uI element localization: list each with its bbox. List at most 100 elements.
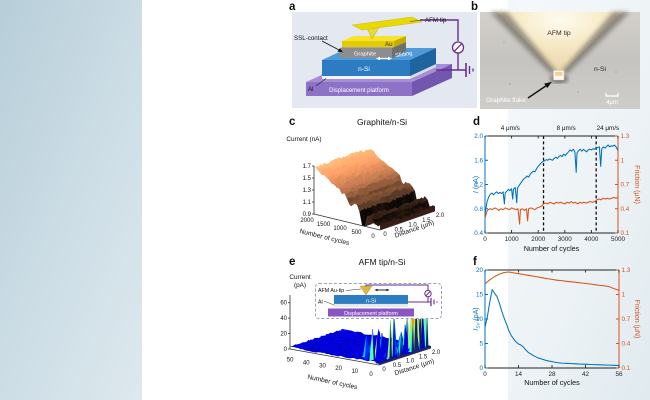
svg-text:40: 40 bbox=[303, 360, 310, 366]
svg-text:0.4: 0.4 bbox=[622, 341, 631, 348]
svg-text:1: 1 bbox=[621, 157, 625, 164]
svg-text:1.3: 1.3 bbox=[622, 267, 631, 274]
sliding-label: Sliding bbox=[395, 51, 413, 59]
svg-text:0: 0 bbox=[383, 232, 387, 238]
panel-c-title: Graphite/n-Si bbox=[356, 117, 408, 127]
graphite-flake-label: Graphite flake bbox=[486, 97, 526, 104]
n-si-label: n-Si bbox=[358, 66, 370, 73]
inset-drawing: AFM Au-tip Al n-Si Displacement platform bbox=[318, 284, 438, 317]
afm-tip-pointer bbox=[409, 19, 424, 22]
svg-text:4 μm/s: 4 μm/s bbox=[501, 125, 520, 132]
tip-edge-left bbox=[490, 12, 557, 74]
svg-text:14: 14 bbox=[515, 371, 523, 378]
svg-text:0: 0 bbox=[371, 234, 375, 240]
svg-text:0: 0 bbox=[284, 347, 288, 353]
figure-sheet: a b c d e f bbox=[142, 0, 640, 400]
panel-e-inset-schematic: AFM Au-tip Al n-Si Displacement platform bbox=[315, 283, 442, 319]
svg-text:42: 42 bbox=[582, 371, 590, 378]
svg-text:0.7: 0.7 bbox=[621, 182, 630, 189]
svg-text:30: 30 bbox=[319, 363, 326, 369]
inset-sliding-arrow bbox=[374, 288, 390, 292]
svg-text:0.5: 0.5 bbox=[393, 363, 402, 369]
inset-al-label: Al bbox=[318, 300, 323, 306]
panel-c-zaxis-label: Current (nA) bbox=[286, 136, 322, 143]
svg-text:ISV (pA): ISV (pA) bbox=[473, 307, 481, 330]
svg-text:0.9: 0.9 bbox=[303, 212, 312, 218]
svg-text:20: 20 bbox=[280, 332, 287, 338]
svg-text:1.0: 1.0 bbox=[408, 223, 417, 229]
tip-edge-right bbox=[561, 12, 630, 74]
panel-e-title: AFM tip/n-Si bbox=[358, 257, 406, 267]
svg-text:0: 0 bbox=[479, 365, 483, 372]
svg-text:1.0: 1.0 bbox=[406, 359, 415, 365]
svg-text:Friction (μN): Friction (μN) bbox=[633, 165, 640, 204]
al-pointer bbox=[315, 78, 327, 87]
n-si-label: n-Si bbox=[594, 66, 607, 73]
svg-text:I (nA): I (nA) bbox=[473, 176, 480, 193]
svg-text:1.3: 1.3 bbox=[303, 188, 312, 194]
svg-text:1.1: 1.1 bbox=[303, 200, 312, 206]
svg-text:1500: 1500 bbox=[317, 222, 331, 228]
svg-text:500: 500 bbox=[351, 230, 362, 236]
svg-text:2000: 2000 bbox=[300, 218, 314, 224]
svg-text:1.5: 1.5 bbox=[422, 218, 431, 224]
svg-text:Number of cycles: Number of cycles bbox=[307, 374, 359, 392]
svg-text:2000: 2000 bbox=[531, 236, 546, 243]
svg-text:8 μm/s: 8 μm/s bbox=[557, 125, 576, 132]
svg-text:0.8: 0.8 bbox=[474, 206, 483, 213]
svg-text:3000: 3000 bbox=[558, 236, 573, 243]
panel-b-micrograph: AFM tip n-Si Graphite flake 4μm bbox=[480, 12, 640, 109]
inset-tip-pointer bbox=[345, 288, 362, 291]
panel-letter-f: f bbox=[473, 256, 477, 268]
svg-text:Number of cycles: Number of cycles bbox=[524, 244, 580, 253]
sliding-arrow bbox=[376, 56, 392, 61]
tip-reflection-glow bbox=[498, 12, 622, 76]
svg-text:5000: 5000 bbox=[611, 236, 626, 243]
svg-text:1.2: 1.2 bbox=[474, 182, 483, 189]
svg-text:40: 40 bbox=[280, 316, 287, 322]
al-label: Al bbox=[308, 86, 314, 93]
scale-bar-label: 4μm bbox=[606, 100, 618, 106]
svg-text:0: 0 bbox=[483, 371, 487, 378]
svg-text:0.5: 0.5 bbox=[395, 227, 404, 233]
svg-text:24 μm/s: 24 μm/s bbox=[597, 125, 620, 132]
inset-au-tip bbox=[359, 285, 373, 296]
svg-text:0.4: 0.4 bbox=[474, 230, 483, 237]
inset-n-si-label: n-Si bbox=[366, 298, 376, 304]
svg-text:1.5: 1.5 bbox=[303, 176, 312, 182]
panel-e-surface-plot: 60 40 20 0 50 40 30 20 10 0 0 0.5 1.0 1.5 2.0 Number of… bbox=[280, 295, 441, 392]
svg-text:2.0: 2.0 bbox=[436, 213, 445, 219]
svg-text:1000: 1000 bbox=[505, 236, 520, 243]
afm-tip-label: AFM tip bbox=[425, 17, 447, 24]
svg-text:0.7: 0.7 bbox=[622, 316, 631, 323]
panel-letter-c: c bbox=[289, 116, 296, 128]
svg-text:5: 5 bbox=[479, 341, 483, 348]
svg-text:10: 10 bbox=[476, 316, 484, 323]
circuit-wire bbox=[420, 19, 466, 71]
panel-letter-e: e bbox=[289, 256, 296, 268]
panel-f-line-chart: 20 15 10 5 0 1.3 1 0.7 0.4 0.1 0 14 28 42 56 Number of … bbox=[473, 267, 640, 387]
panel-letter-b: b bbox=[471, 1, 479, 13]
inset-meter-needle bbox=[425, 291, 431, 297]
inset-n-si-bar bbox=[334, 295, 408, 304]
inset-al-pointer bbox=[323, 300, 335, 306]
svg-text:2.0: 2.0 bbox=[432, 350, 441, 356]
svg-text:56: 56 bbox=[615, 371, 623, 378]
au-label: Au bbox=[385, 41, 393, 48]
svg-text:Friction (μN): Friction (μN) bbox=[633, 300, 640, 339]
svg-text:1000: 1000 bbox=[333, 226, 347, 232]
dust-speckles bbox=[503, 39, 617, 93]
inset-afm-au-tip-label: AFM Au-tip bbox=[318, 288, 344, 294]
inset-circuit bbox=[365, 284, 431, 303]
svg-text:0: 0 bbox=[483, 236, 487, 243]
inset-ground-icon bbox=[430, 297, 438, 307]
svg-text:2.0: 2.0 bbox=[474, 133, 483, 140]
svg-text:1.3: 1.3 bbox=[621, 133, 630, 140]
svg-text:60: 60 bbox=[280, 301, 287, 307]
svg-text:1.7: 1.7 bbox=[303, 164, 312, 170]
svg-text:Number of cycles: Number of cycles bbox=[524, 378, 580, 387]
flake-arrow bbox=[527, 81, 552, 99]
svg-text:Distance (μm): Distance (μm) bbox=[394, 358, 435, 377]
